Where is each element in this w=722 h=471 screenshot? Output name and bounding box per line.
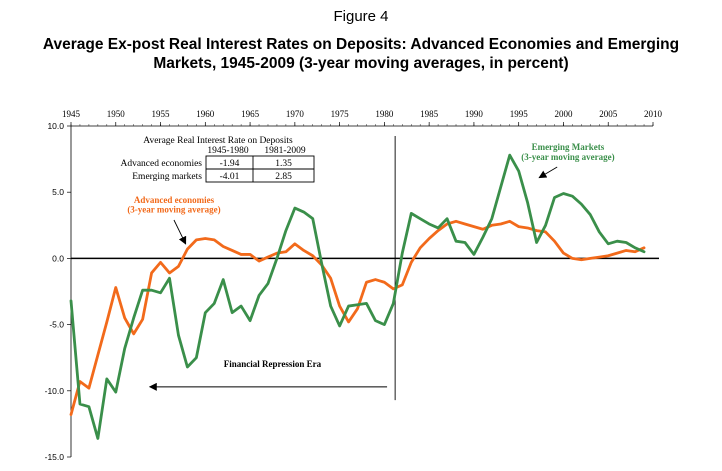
repression-era-label: Financial Repression Era xyxy=(224,359,322,369)
x-tick-label: 1990 xyxy=(465,109,484,119)
series-line-emerging xyxy=(69,153,646,440)
inset-table: Average Real Interest Rate on Deposits19… xyxy=(120,136,315,183)
x-tick-label: 1985 xyxy=(420,109,439,119)
inset-col-header: 1981-2009 xyxy=(264,146,305,156)
x-tick-label: 1965 xyxy=(241,109,260,119)
x-tick-label: 1950 xyxy=(107,109,126,119)
x-tick-label: 2005 xyxy=(599,109,618,119)
x-tick-label: 1975 xyxy=(331,109,350,119)
advanced-series-sublabel: (3-year moving average) xyxy=(127,205,220,215)
axes-group: 1945 1950 1955 1960 1965 1970 1975 1980 1985 1990… xyxy=(45,109,663,462)
inset-cell-value: 2.85 xyxy=(275,172,292,182)
chart-title-line-2: Markets, 1945-2009 (3-year moving averag… xyxy=(153,55,569,72)
emerging-series-sublabel: (3-year moving average) xyxy=(521,152,614,162)
inset-row-label: Advanced economies xyxy=(120,159,202,169)
y-tick-label: 10.0 xyxy=(47,121,64,131)
x-tick-label: 1960 xyxy=(196,109,215,119)
x-tick-label: 2010 xyxy=(644,109,663,119)
x-tick-label: 1945 xyxy=(62,109,81,119)
series-group xyxy=(69,153,646,440)
inset-row-label: Emerging markets xyxy=(132,172,202,182)
inset-cell-value: -1.94 xyxy=(220,159,240,169)
emerging-series-label: Emerging Markets xyxy=(532,142,605,152)
advanced-series-label: Advanced economies xyxy=(134,195,215,205)
series-line-advanced xyxy=(69,219,646,417)
chart-title: Average Ex-post Real Interest Rates on D… xyxy=(0,35,722,73)
y-tick-label: -15.0 xyxy=(45,452,65,462)
y-tick-label: -10.0 xyxy=(45,386,65,396)
annotations-group: Advanced economies(3-year moving average… xyxy=(127,142,615,391)
inset-cell-value: -4.01 xyxy=(220,172,240,182)
x-tick-label: 1970 xyxy=(286,109,305,119)
x-tick-label: 1955 xyxy=(152,109,171,119)
inset-col-header: 1945-1980 xyxy=(207,146,248,156)
y-tick-label: -5.0 xyxy=(49,320,64,330)
x-tick-label: 1995 xyxy=(510,109,529,119)
chart-title-line-1: Average Ex-post Real Interest Rates on D… xyxy=(42,36,680,53)
emerging-label-arrow xyxy=(538,166,558,179)
figure-label: Figure 4 xyxy=(333,8,389,25)
inset-table-title: Average Real Interest Rate on Deposits xyxy=(143,136,293,146)
x-tick-label: 2000 xyxy=(554,109,573,119)
advanced-label-arrow xyxy=(173,219,187,245)
inset-cell-value: 1.35 xyxy=(275,159,292,169)
y-tick-label: 5.0 xyxy=(52,187,64,197)
x-tick-label: 1980 xyxy=(375,109,394,119)
y-tick-label: 0.0 xyxy=(52,253,64,263)
